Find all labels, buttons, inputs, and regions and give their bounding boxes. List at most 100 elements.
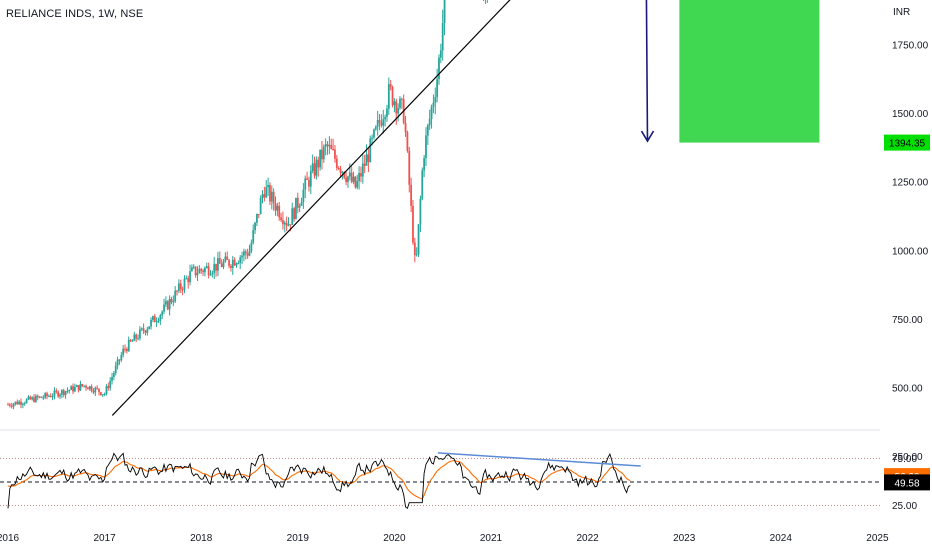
candle-body	[72, 386, 74, 392]
candle-body	[324, 144, 327, 147]
candle-body	[36, 395, 39, 398]
candle-body	[85, 385, 87, 388]
candle-body	[81, 384, 84, 387]
y-tick-label: 250.00	[892, 452, 923, 463]
candle-body	[263, 194, 266, 198]
candle-body	[395, 101, 398, 114]
candle-body	[259, 198, 262, 215]
candle-body	[10, 405, 13, 407]
candle-body	[415, 254, 418, 256]
candle-body	[174, 290, 177, 302]
x-tick-label: 2020	[383, 533, 406, 544]
candle-body	[360, 173, 362, 177]
candle-body	[430, 106, 433, 119]
candle-body	[213, 263, 216, 273]
candle-body	[337, 167, 340, 169]
candle-body	[135, 334, 138, 339]
candle-body	[270, 191, 273, 202]
candle-body	[289, 224, 292, 226]
candle-body	[371, 137, 374, 139]
candle-body	[99, 392, 102, 396]
candle-body	[163, 304, 165, 312]
candle-body	[7, 404, 9, 406]
candle-body	[239, 257, 242, 263]
candle-body	[161, 311, 164, 316]
candle-body	[339, 168, 342, 173]
candle-body	[75, 385, 78, 387]
candle-body	[157, 320, 160, 322]
candle-body	[98, 388, 100, 393]
x-tick-label: 2016	[0, 533, 20, 544]
candle-body	[38, 396, 41, 398]
candle-body	[83, 385, 86, 387]
candle-body	[205, 266, 208, 268]
candle-body	[142, 328, 145, 331]
chart-title: RELIANCE INDS, 1W, NSE	[6, 8, 144, 20]
candle-body	[302, 189, 305, 203]
candle-body	[439, 50, 442, 58]
support-trendline	[111, 0, 511, 416]
candle-body	[170, 299, 173, 303]
candle-body	[29, 396, 32, 400]
candle-body	[23, 403, 26, 405]
candle-body	[434, 97, 437, 103]
candle-body	[198, 268, 201, 274]
x-tick-label: 2024	[770, 533, 793, 544]
candle-body	[101, 394, 104, 396]
y-tick-label: 1750.00	[892, 41, 929, 52]
candle-body	[181, 289, 184, 291]
candle-body	[226, 256, 229, 260]
candle-body	[200, 268, 203, 271]
candle-body	[354, 176, 357, 188]
reward-zone	[679, 0, 820, 143]
candle-body	[8, 404, 11, 406]
rsi-ma-line	[7, 460, 631, 500]
candle-body	[356, 181, 359, 188]
candle-body	[192, 266, 195, 268]
candle-body	[365, 154, 368, 166]
candle-body	[183, 278, 186, 290]
target-price-label-bg	[884, 134, 930, 151]
candle-body	[256, 214, 258, 223]
x-tick-label: 2017	[93, 533, 116, 544]
candle-body	[397, 107, 400, 114]
candle-body	[20, 401, 22, 405]
candle-body	[352, 176, 355, 182]
candle-body	[237, 262, 240, 264]
candle-body	[55, 390, 58, 392]
projection-arrowhead	[640, 130, 655, 143]
candle-body	[33, 397, 35, 402]
target-price-label: 1394.35	[889, 139, 926, 150]
candle-body	[118, 359, 121, 361]
candle-body	[27, 396, 30, 400]
candle-body	[12, 403, 15, 407]
candle-body	[376, 119, 379, 127]
candle-body	[18, 401, 21, 405]
candle-body	[178, 283, 180, 291]
candle-body	[330, 144, 333, 149]
candle-body	[51, 396, 54, 398]
candle-body	[40, 396, 43, 398]
y-tick-label: 1500.00	[892, 109, 929, 120]
candle-body	[25, 399, 28, 404]
candle-body	[215, 263, 217, 271]
candle-body	[419, 198, 422, 225]
candle-body	[421, 170, 424, 199]
candle-body	[389, 84, 392, 87]
candle-body	[220, 263, 223, 267]
rsi-label-bg	[884, 474, 930, 491]
candle-body	[254, 222, 256, 231]
candle-body	[391, 86, 394, 106]
rsi-label: 49.58	[894, 478, 919, 489]
candle-body	[425, 135, 427, 159]
candle-body	[287, 224, 290, 226]
candle-body	[79, 384, 82, 391]
candle-body	[179, 283, 182, 290]
candle-body	[155, 321, 158, 323]
candle-body	[363, 163, 366, 166]
rsi-tick-label: 25.00	[892, 501, 917, 512]
candle-body	[152, 316, 154, 320]
candle-body	[348, 172, 351, 177]
